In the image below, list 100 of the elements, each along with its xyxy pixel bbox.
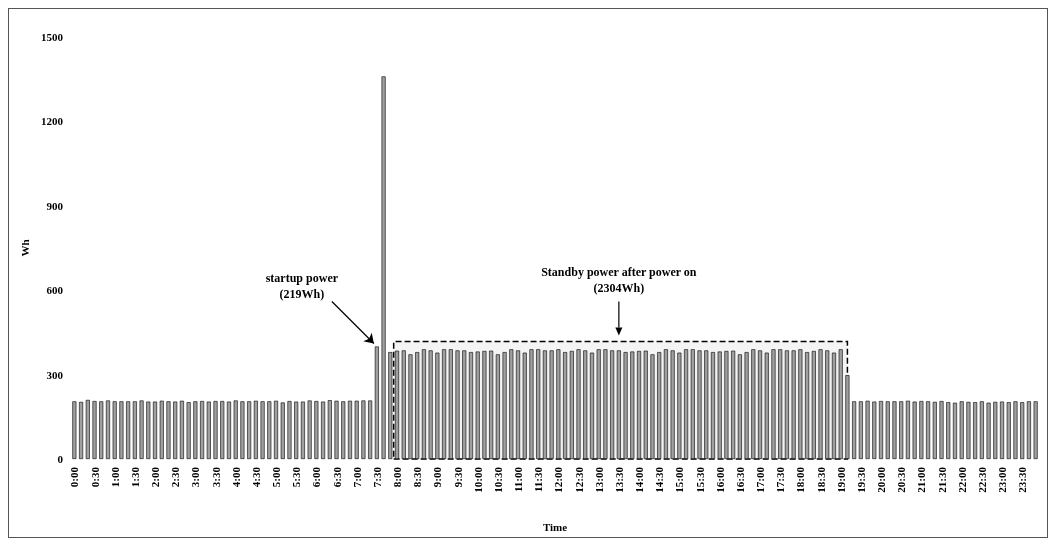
bar [153, 401, 158, 459]
bar [79, 401, 84, 459]
x-tick-label: 6:00 [310, 466, 323, 488]
bar [287, 401, 292, 459]
bar [179, 400, 184, 459]
x-tick-label: 5:30 [290, 466, 303, 488]
bar [267, 401, 272, 459]
x-tick-label: 22:30 [975, 466, 988, 493]
bar [119, 401, 124, 459]
x-tick-label: 16:00 [713, 466, 726, 493]
x-tick-label: 7:30 [370, 466, 383, 488]
bar [347, 400, 352, 459]
bar [200, 401, 205, 459]
bar [932, 401, 937, 459]
x-tick-label: 11:30 [532, 466, 545, 493]
x-tick-label: 0:30 [88, 466, 101, 488]
x-tick-label: 2:30 [169, 466, 182, 488]
x-tick-label: 1:30 [128, 466, 141, 488]
bar [220, 401, 225, 459]
bar [85, 399, 90, 459]
bar [354, 400, 359, 459]
bar [912, 401, 917, 459]
bar [72, 401, 77, 459]
x-tick-label: 13:30 [612, 466, 625, 493]
bar [159, 400, 164, 459]
bar [240, 401, 245, 459]
x-tick-label: 15:30 [693, 466, 706, 493]
x-tick-label: 17:00 [754, 466, 767, 493]
annotation: startup power (219Wh) [265, 271, 339, 302]
bar [307, 400, 312, 459]
bar [381, 76, 386, 459]
x-tick-label: 13:00 [592, 466, 605, 493]
bar [233, 400, 238, 459]
bar [146, 401, 151, 459]
x-tick-label: 21:00 [915, 466, 928, 493]
x-tick-label: 0:00 [68, 466, 81, 488]
x-tick-label: 22:00 [955, 466, 968, 493]
bar [899, 401, 904, 459]
x-tick-label: 9:00 [431, 466, 444, 488]
x-tick-label: 4:00 [229, 466, 242, 488]
bar [213, 401, 218, 459]
x-tick-label: 3:30 [209, 466, 222, 488]
x-tick-label: 18:00 [794, 466, 807, 493]
bar [314, 401, 319, 459]
bar [946, 402, 951, 459]
bar [92, 401, 97, 459]
bar [321, 401, 326, 459]
bar [926, 401, 931, 459]
band-label: Standby power after power on (2304Wh) [541, 264, 697, 295]
bar [919, 401, 924, 459]
bar [1020, 402, 1025, 459]
bar [99, 401, 104, 459]
bar [105, 400, 110, 459]
x-tick-label: 4:30 [249, 466, 262, 488]
x-tick-label: 11:00 [512, 466, 525, 493]
x-tick-label: 23:30 [1016, 466, 1029, 493]
bar [993, 401, 998, 459]
bar [1013, 401, 1018, 459]
bar [872, 401, 877, 459]
bar [300, 401, 305, 459]
bar [952, 402, 957, 459]
x-tick-label: 18:30 [814, 466, 827, 493]
x-tick-label: 14:00 [633, 466, 646, 493]
y-tick-label: 600 [46, 284, 64, 297]
bar [892, 401, 897, 459]
x-tick-label: 2:00 [149, 466, 162, 488]
y-tick-label: 1200 [41, 115, 64, 128]
x-tick-label: 3:00 [189, 466, 202, 488]
bar [865, 400, 870, 459]
bar [1000, 401, 1005, 459]
bar [166, 401, 171, 459]
bar [327, 400, 332, 459]
bar [361, 400, 366, 459]
bar [186, 402, 191, 459]
bar [959, 401, 964, 459]
x-tick-label: 12:00 [552, 466, 565, 493]
x-tick-label: 12:30 [572, 466, 585, 493]
x-tick-label: 20:30 [895, 466, 908, 493]
x-tick-label: 17:30 [774, 466, 787, 493]
x-tick-label: 7:00 [350, 466, 363, 488]
bar [280, 402, 285, 459]
x-tick-label: 9:30 [451, 466, 464, 488]
bar [905, 400, 910, 459]
bar [294, 401, 299, 459]
y-tick-label: 0 [57, 453, 64, 465]
bar [986, 402, 991, 459]
x-tick-label: 16:30 [733, 466, 746, 493]
x-tick-label: 14:30 [653, 466, 666, 493]
bar [226, 401, 231, 459]
bar [341, 401, 346, 459]
bar [879, 401, 884, 459]
x-tick-label: 19:00 [834, 466, 847, 493]
bar [1033, 401, 1038, 459]
bar [260, 401, 265, 459]
y-tick-label: 900 [46, 199, 64, 212]
x-tick-label: 8:30 [411, 466, 424, 488]
bar [966, 401, 971, 459]
x-tick-label: 20:00 [875, 466, 888, 493]
bar [1026, 401, 1031, 459]
bar [193, 401, 198, 459]
